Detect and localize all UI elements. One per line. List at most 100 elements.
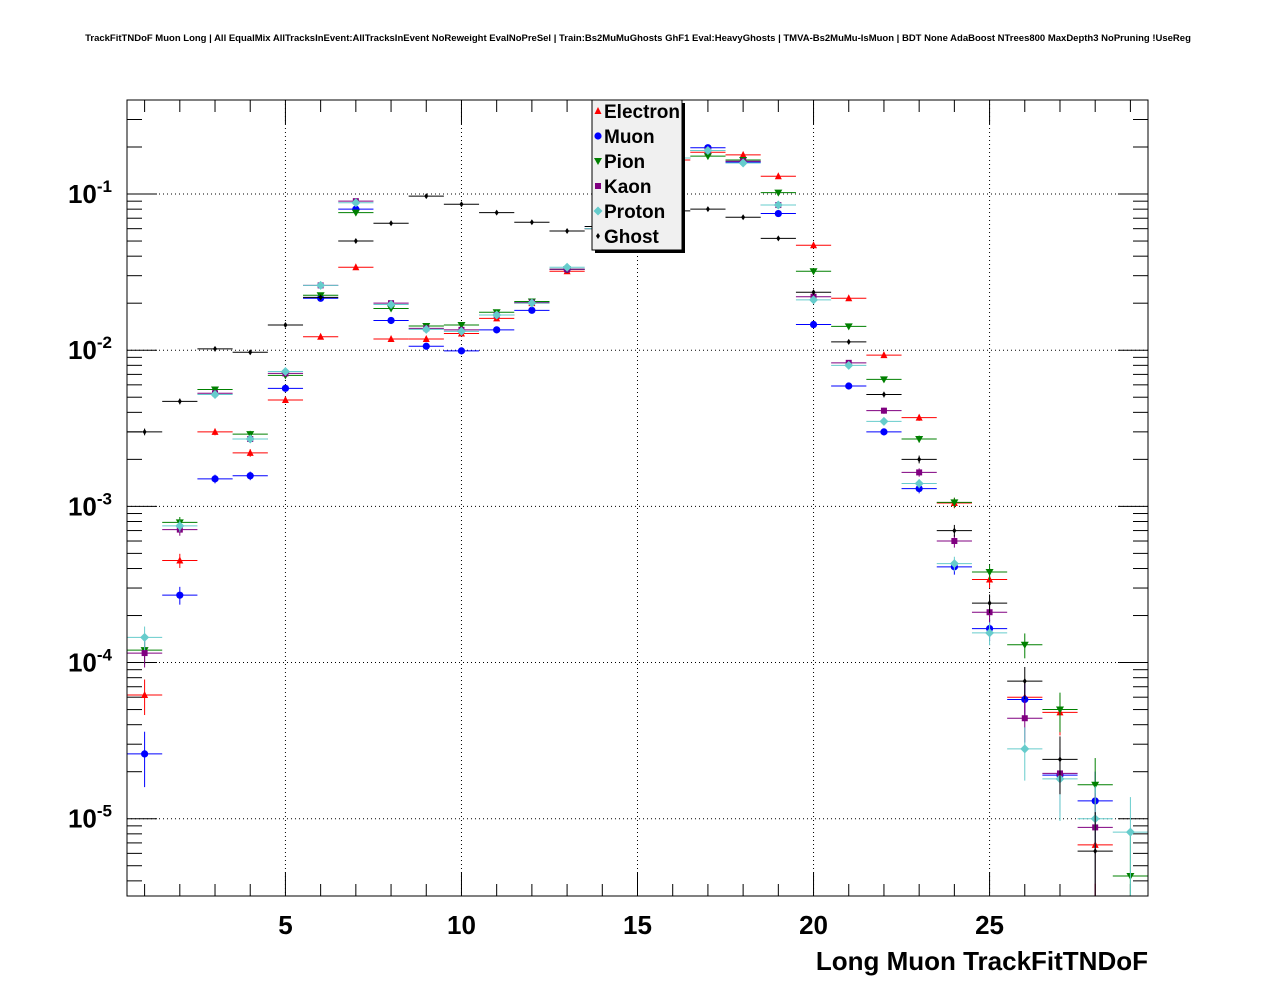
data-point bbox=[529, 219, 534, 226]
data-point bbox=[528, 306, 536, 314]
legend-label-muon: Muon bbox=[604, 127, 655, 148]
data-point bbox=[1055, 706, 1064, 714]
data-point bbox=[176, 556, 184, 564]
x-tick-label: 25 bbox=[975, 910, 1004, 940]
data-point bbox=[774, 189, 783, 197]
data-point bbox=[879, 376, 888, 384]
legend-marker-pion bbox=[594, 158, 602, 165]
data-point bbox=[1021, 715, 1028, 722]
data-point bbox=[248, 349, 253, 356]
legend-marker-proton bbox=[593, 206, 603, 216]
data-point bbox=[987, 600, 992, 607]
data-point bbox=[457, 347, 466, 355]
data-point bbox=[1022, 678, 1027, 685]
data-point bbox=[211, 427, 219, 435]
data-point bbox=[738, 158, 748, 168]
data-point bbox=[565, 227, 570, 234]
data-point bbox=[210, 390, 220, 400]
data-point bbox=[387, 316, 395, 325]
y-tick-label: 10-4 bbox=[68, 646, 113, 678]
data-point bbox=[386, 300, 396, 310]
data-point bbox=[1091, 781, 1100, 789]
data-point bbox=[881, 391, 886, 398]
data-point bbox=[949, 559, 959, 569]
axis-ticks bbox=[127, 99, 1148, 896]
data-point bbox=[880, 407, 887, 414]
data-point bbox=[141, 690, 149, 698]
data-point bbox=[774, 209, 782, 218]
data-point bbox=[916, 469, 923, 476]
x-tick-label: 5 bbox=[278, 910, 292, 940]
data-point bbox=[739, 150, 747, 158]
data-point bbox=[915, 413, 923, 421]
data-point bbox=[176, 591, 184, 599]
legend-label-ghost: Ghost bbox=[604, 227, 660, 248]
data-point bbox=[776, 235, 781, 242]
y-tick-label: 10-3 bbox=[68, 489, 112, 521]
data-point bbox=[140, 632, 150, 642]
legend-label-kaon: Kaon bbox=[604, 177, 652, 198]
series-kaon bbox=[127, 147, 1113, 896]
data-point bbox=[1020, 744, 1030, 754]
data-point bbox=[492, 310, 502, 320]
data-point bbox=[493, 326, 501, 334]
data-point bbox=[914, 479, 924, 489]
tick-labels: 5 10 15 20 25 10-1 10-2 10-3 10-4 10-5 bbox=[68, 177, 1004, 940]
data-point bbox=[175, 521, 185, 531]
data-point bbox=[213, 345, 218, 352]
legend-label-electron: Electron bbox=[604, 102, 680, 123]
data-point bbox=[527, 298, 537, 308]
data-point bbox=[703, 153, 712, 161]
legend: Electron Muon Pion Kaon Proton Ghost bbox=[591, 99, 685, 253]
data-point bbox=[141, 750, 149, 758]
data-point bbox=[811, 289, 816, 296]
data-point bbox=[177, 398, 182, 405]
data-point bbox=[703, 145, 713, 155]
data-point bbox=[352, 263, 360, 271]
data-point bbox=[283, 321, 288, 328]
y-tick-label: 10-2 bbox=[68, 333, 112, 365]
y-tick-label: 10-1 bbox=[68, 177, 112, 209]
data-point bbox=[246, 472, 254, 480]
data-point bbox=[317, 332, 325, 340]
legend-marker-kaon bbox=[595, 183, 601, 189]
data-point bbox=[915, 436, 924, 444]
x-tick-label: 20 bbox=[799, 910, 828, 940]
data-point bbox=[845, 382, 853, 390]
data-point bbox=[1057, 756, 1062, 763]
x-tick-label: 10 bbox=[447, 910, 476, 940]
data-point bbox=[809, 268, 818, 276]
data-point bbox=[845, 294, 853, 302]
data-point bbox=[421, 324, 431, 334]
legend-marker-electron bbox=[594, 107, 602, 114]
data-point bbox=[562, 262, 572, 272]
data-point bbox=[1020, 641, 1029, 649]
data-point bbox=[316, 280, 326, 290]
data-point bbox=[351, 198, 361, 208]
data-point bbox=[844, 360, 854, 370]
x-axis-label: Long Muon TrackFitTNDoF bbox=[816, 946, 1148, 976]
data-point bbox=[387, 334, 395, 342]
data-point bbox=[318, 294, 323, 301]
data-point bbox=[880, 351, 888, 359]
data-point bbox=[844, 323, 853, 331]
data-point bbox=[810, 241, 818, 249]
data-point bbox=[281, 395, 289, 403]
data-point bbox=[142, 428, 147, 435]
data-point bbox=[809, 320, 818, 329]
data-point bbox=[245, 434, 255, 444]
data-point bbox=[389, 220, 394, 227]
data-point bbox=[1125, 827, 1135, 837]
series-electron bbox=[127, 148, 1113, 896]
legend-label-pion: Pion bbox=[604, 152, 645, 173]
data-point bbox=[280, 367, 290, 377]
legend-box bbox=[591, 99, 683, 251]
data-point bbox=[880, 428, 888, 436]
data-point bbox=[422, 342, 430, 350]
data-point bbox=[951, 538, 958, 545]
data-point bbox=[246, 448, 254, 456]
data-point bbox=[494, 209, 499, 216]
data-point bbox=[1093, 848, 1098, 855]
data-point bbox=[879, 416, 889, 426]
